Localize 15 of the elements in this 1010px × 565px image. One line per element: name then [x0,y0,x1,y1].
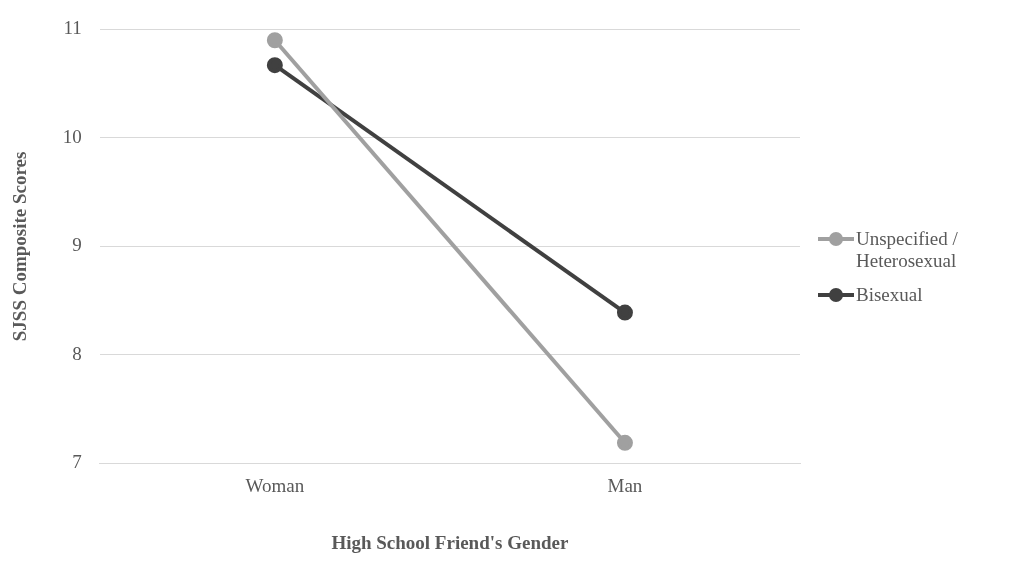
y-tick-label: 8 [72,342,82,364]
point [266,32,283,49]
y-tick-label: 9 [72,234,82,256]
y-tick-label: 7 [72,451,82,473]
x-tick-label: Man [607,474,643,496]
y-tick-label: 10 [62,125,82,147]
legend-label: Unspecified / Heterosexual [856,228,959,272]
x-axis-title: High School Friend's Gender [331,531,569,553]
point [616,304,633,321]
x-tick-label: Woman [245,474,305,496]
point [616,434,633,451]
legend-label: Bisexual [856,284,923,306]
point [266,57,283,74]
y-axis-title: SJSS Composite Scores [9,151,31,342]
y-tick-label: 11 [63,17,82,39]
